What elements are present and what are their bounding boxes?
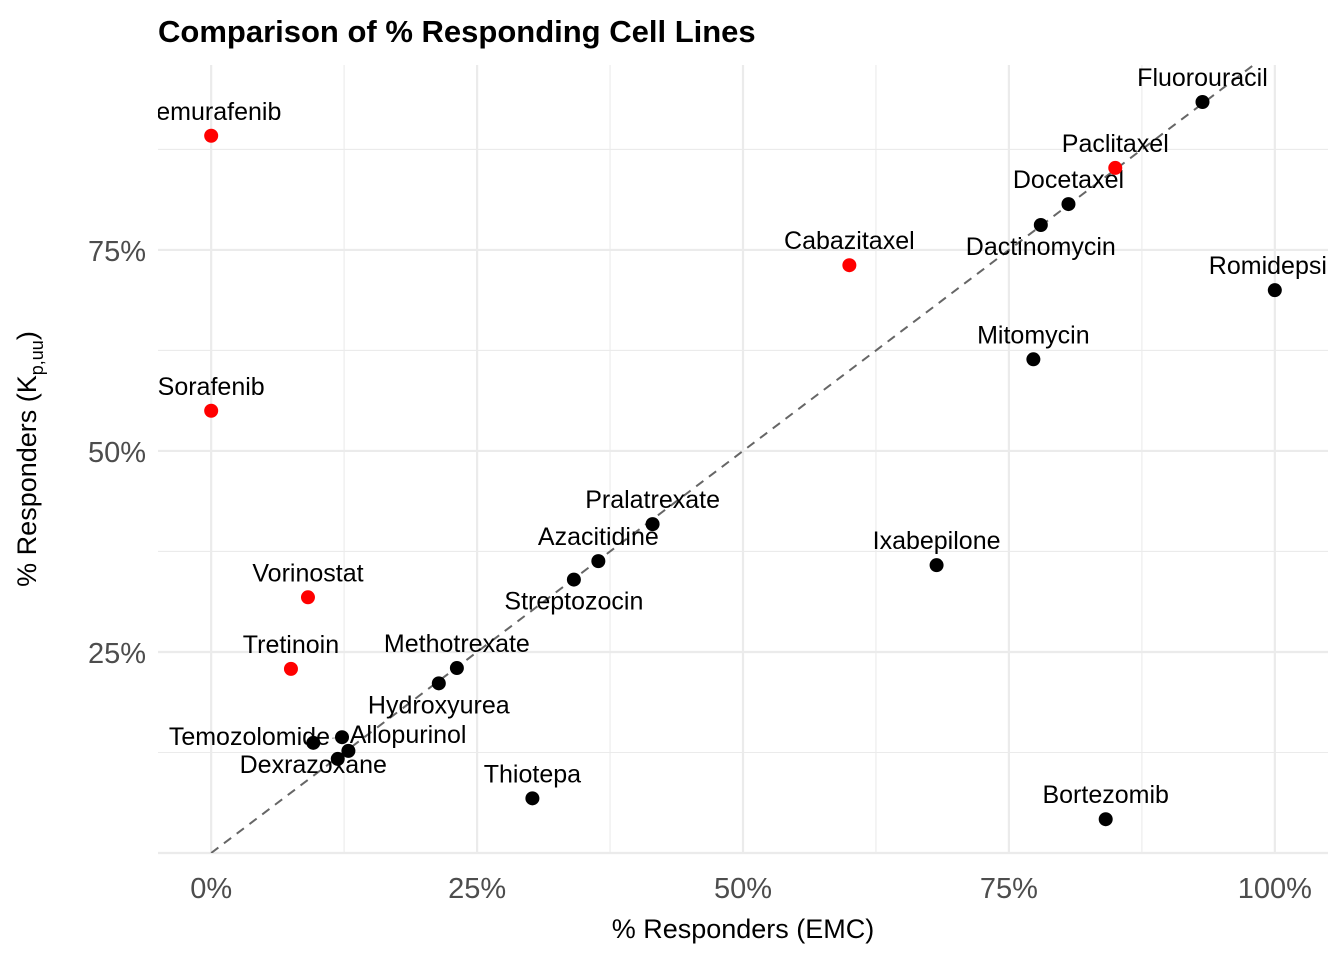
- data-point: [1061, 197, 1076, 212]
- data-point: [335, 730, 350, 745]
- data-point-label: Temozolomide: [169, 723, 330, 751]
- data-point: [431, 676, 446, 691]
- y-tick-label: 50%: [88, 437, 146, 469]
- data-point-label: Hydroxyurea: [368, 691, 510, 719]
- data-point-label: Dactinomycin: [966, 233, 1116, 261]
- point-labels: Vemurafenib Sorafenib Vorinostat Tretinoin C…: [141, 64, 1341, 809]
- data-point: [283, 661, 298, 676]
- data-point-label: Azacitidine: [538, 523, 659, 551]
- points: [204, 94, 1282, 827]
- data-point: [306, 735, 321, 750]
- data-point-label: Romidepsin: [1209, 252, 1341, 280]
- x-tick-label: 25%: [448, 873, 506, 905]
- data-point: [204, 403, 219, 418]
- data-point: [300, 590, 315, 605]
- data-point-label: Sorafenib: [158, 373, 265, 401]
- data-point: [1267, 283, 1282, 298]
- data-point-label: Fluorouracil: [1137, 64, 1268, 92]
- data-point-label: Allopurinol: [350, 721, 467, 749]
- data-point: [330, 751, 345, 766]
- data-point-label: Cabazitaxel: [784, 227, 915, 255]
- data-point: [1108, 160, 1123, 175]
- data-point-label: Bortezomib: [1042, 781, 1168, 809]
- x-tick-label: 100%: [1238, 873, 1312, 905]
- y-axis-title: % Responders (Kp,uu): [12, 331, 47, 587]
- data-point-label: Thiotepa: [484, 760, 581, 788]
- data-point-label: Paclitaxel: [1062, 130, 1169, 158]
- chart-title: Comparison of % Responding Cell Lines: [158, 14, 756, 49]
- gridlines: [158, 65, 1328, 855]
- tick-labels: 0% 25% 50% 75% 100% 25% 50% 75%: [88, 236, 1312, 905]
- y-axis-title-subscript: p,uu: [27, 340, 47, 375]
- reference-line: [210, 65, 1255, 853]
- data-point-label: Methotrexate: [384, 630, 530, 658]
- data-point-label: Streptozocin: [504, 588, 643, 616]
- data-point-label: Vemurafenib: [141, 98, 281, 126]
- data-point-label: Ixabepilone: [873, 527, 1001, 555]
- data-point: [204, 128, 219, 143]
- x-tick-label: 0%: [190, 873, 232, 905]
- data-point: [591, 554, 606, 569]
- x-tick-label: 50%: [714, 873, 772, 905]
- data-point: [842, 258, 857, 273]
- data-point: [341, 743, 356, 758]
- data-point: [449, 661, 464, 676]
- y-tick-label: 25%: [88, 638, 146, 670]
- data-point: [645, 517, 660, 532]
- data-point-label: Docetaxel: [1013, 166, 1124, 194]
- data-point-label: Dexrazoxane: [240, 751, 387, 779]
- data-point: [1026, 352, 1041, 367]
- data-point: [566, 572, 581, 587]
- data-point: [929, 558, 944, 573]
- data-point: [1098, 812, 1113, 827]
- data-point: [1195, 94, 1210, 109]
- data-point: [1033, 218, 1048, 233]
- data-point-label: Pralatrexate: [585, 486, 720, 514]
- data-point-label: Vorinostat: [252, 559, 363, 587]
- data-point: [525, 791, 540, 806]
- data-point-label: Tretinoin: [243, 631, 339, 659]
- y-axis-title-main: % Responders (K: [12, 375, 42, 587]
- y-tick-label: 75%: [88, 236, 146, 268]
- x-axis-title: % Responders (EMC): [612, 914, 875, 944]
- x-tick-label: 75%: [980, 873, 1038, 905]
- data-point-label: Mitomycin: [977, 321, 1090, 349]
- y-axis-title-end: ): [12, 331, 42, 340]
